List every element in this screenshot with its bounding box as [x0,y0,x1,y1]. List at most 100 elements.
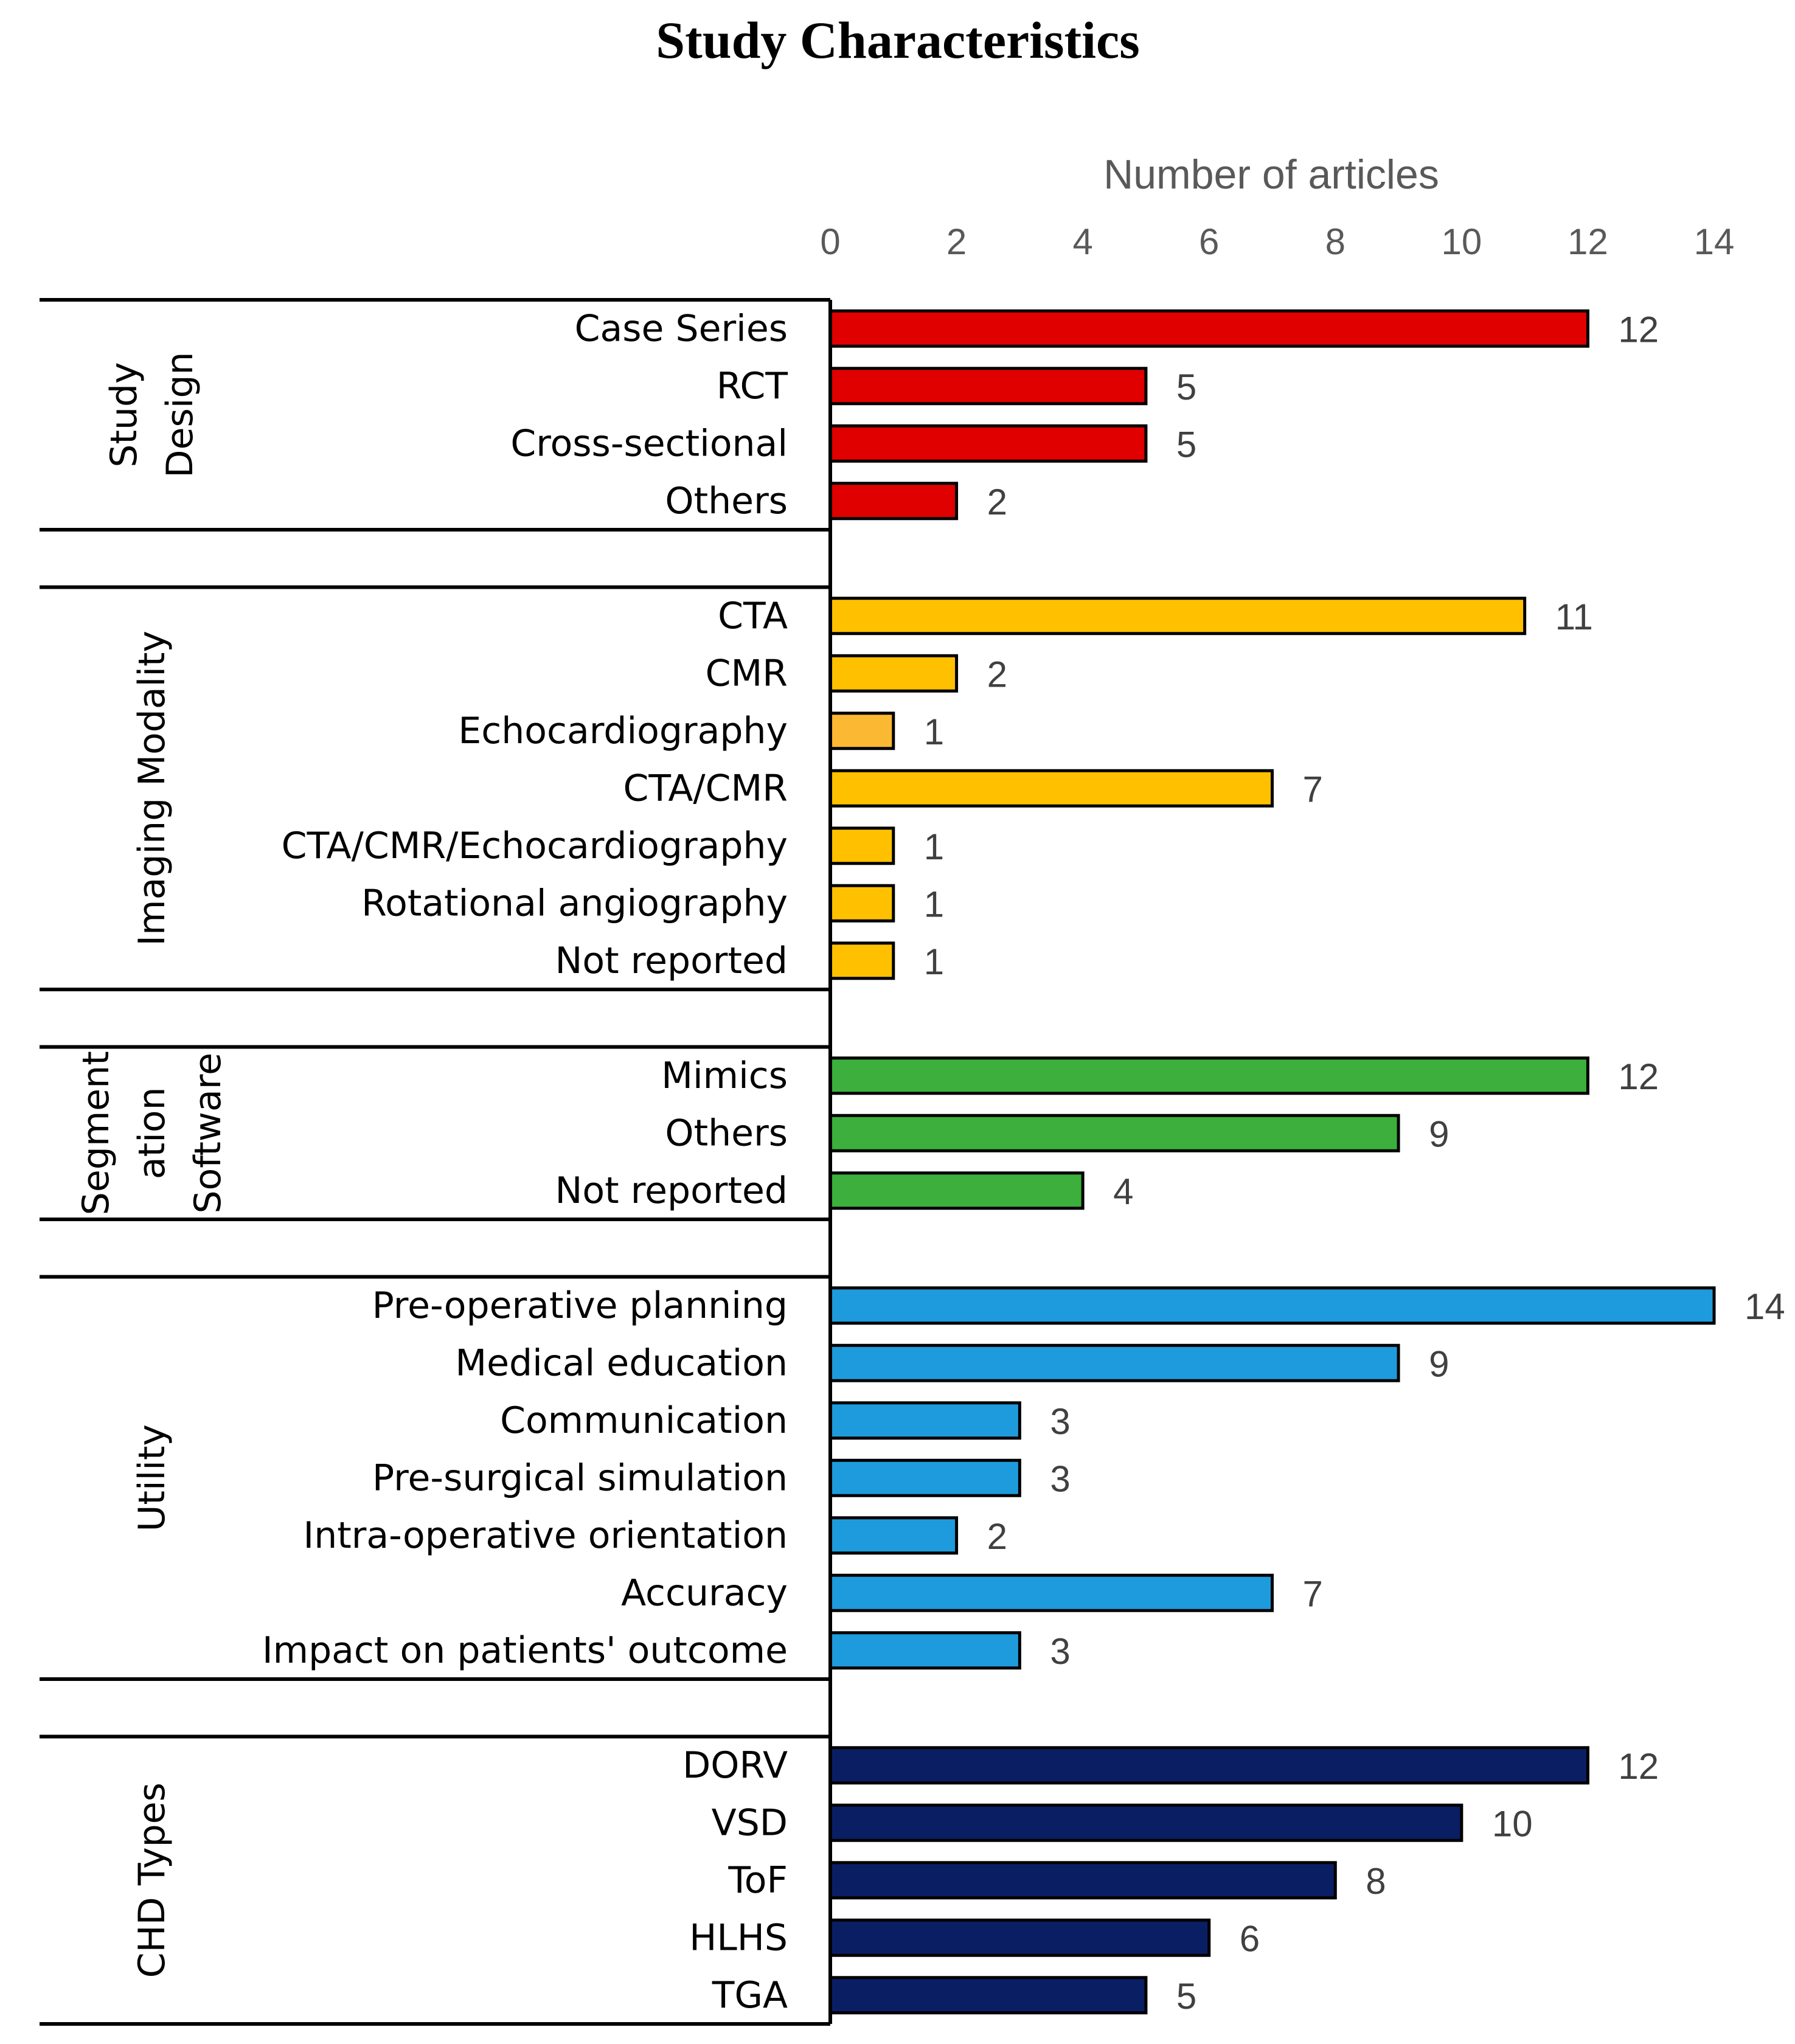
bar [828,309,1589,348]
value-label: 11 [1555,597,1593,637]
category-label: HLHS [689,1916,788,1959]
category-label: Accuracy [621,1571,788,1614]
group-0: Study Design Case Series 12 RCT 5 Cross-sectio… [40,298,1659,532]
value-label: 4 [1113,1171,1133,1212]
bar [828,712,895,750]
category-label: DORV [682,1744,788,1787]
x-tick-label: 6 [1199,221,1219,262]
bar [828,654,959,693]
x-tick-label: 4 [1072,221,1092,262]
bar [828,1343,1400,1382]
category-label: Not reported [555,940,788,982]
category-label: TGA [712,1974,788,2017]
bar [828,1803,1463,1842]
bar [828,1458,1021,1497]
group-label: Design [159,352,201,477]
bar [828,1056,1589,1095]
value-label: 1 [924,826,944,867]
bar [828,941,895,980]
value-label: 7 [1303,1573,1323,1614]
bar [828,367,1148,406]
value-label: 2 [987,1516,1007,1557]
category-label: Others [665,480,788,522]
group-label: Imaging Modality [131,631,173,946]
bar [828,1573,1274,1612]
bar [828,1631,1021,1670]
x-tick-label: 14 [1694,221,1735,262]
category-label: Rotational angiography [361,882,788,924]
chart-title: Study Characteristics [656,11,1139,69]
category-label: Intra-operative orientation [304,1514,788,1557]
x-tick-label: 10 [1441,221,1482,262]
bar [828,1976,1148,2015]
category-label: CMR [706,652,788,695]
group-label: ation [131,1087,173,1179]
bar [828,1746,1589,1785]
value-label: 5 [1176,424,1196,465]
value-label: 2 [987,482,1007,522]
bar [828,597,1527,636]
category-label: Not reported [555,1169,788,1212]
value-label: 12 [1618,1056,1659,1097]
bar [828,769,1274,808]
group-2: Segment ation Software Mimics 12 Others 9 Not r… [40,1045,1659,1221]
category-label: Communication [500,1399,788,1442]
category-label: Mimics [661,1055,788,1097]
bar [828,1114,1400,1152]
category-label: Echocardiography [458,710,788,752]
value-label: 14 [1745,1286,1785,1327]
bar [828,884,895,923]
bar [828,1861,1337,1900]
value-label: 3 [1050,1631,1070,1672]
x-axis-title: Number of articles [1103,151,1439,198]
x-tick-label: 12 [1568,221,1608,262]
value-label: 7 [1303,769,1323,809]
group-label: Segment [75,1051,117,1215]
value-label: 3 [1050,1401,1070,1442]
category-label: CTA/CMR [623,767,788,809]
value-label: 8 [1366,1861,1386,1902]
x-axis-ticks: 0 2 4 6 8 10 12 14 [820,221,1734,262]
group-label: Study [103,362,145,467]
category-label: VSD [712,1801,788,1844]
bar [828,424,1148,463]
bar [828,1286,1716,1325]
category-label: Case Series [575,307,788,350]
category-label: Others [665,1112,788,1154]
value-label: 1 [924,941,944,982]
bar [828,1171,1085,1210]
value-label: 10 [1492,1803,1533,1844]
value-label: 6 [1240,1918,1260,1959]
category-label: Pre-operative planning [372,1284,788,1327]
category-label: Impact on patients' outcome [262,1629,788,1672]
value-label: 9 [1429,1343,1449,1384]
group-label: Utility [131,1424,173,1531]
x-tick-label: 8 [1325,221,1345,262]
category-label: Medical education [455,1342,788,1384]
group-3: Utility Pre-operative planning 14 Medical e… [40,1275,1785,1681]
value-label: 2 [987,654,1007,695]
value-label: 5 [1176,367,1196,407]
category-label: Pre-surgical simulation [372,1457,788,1499]
group-label: CHD Types [131,1782,173,1978]
value-label: 1 [924,884,944,924]
bar [828,1401,1021,1440]
value-label: 3 [1050,1458,1070,1499]
value-label: 9 [1429,1114,1449,1154]
x-tick-label: 2 [946,221,967,262]
value-label: 5 [1176,1976,1196,2017]
bar [828,826,895,865]
value-label: 12 [1618,1746,1659,1787]
category-label: RCT [717,365,788,407]
category-label: Cross-sectional [510,422,788,465]
x-tick-label: 0 [820,221,840,262]
category-label: CTA [718,595,788,637]
group-4: CHD Types DORV 12 VSD 10 ToF 8 HLHS 6 TGA 5 [40,1734,1659,2026]
category-label: CTA/CMR/Echocardiography [282,825,788,867]
bar [828,1516,959,1555]
bar [828,1918,1211,1957]
value-label: 12 [1618,309,1659,350]
